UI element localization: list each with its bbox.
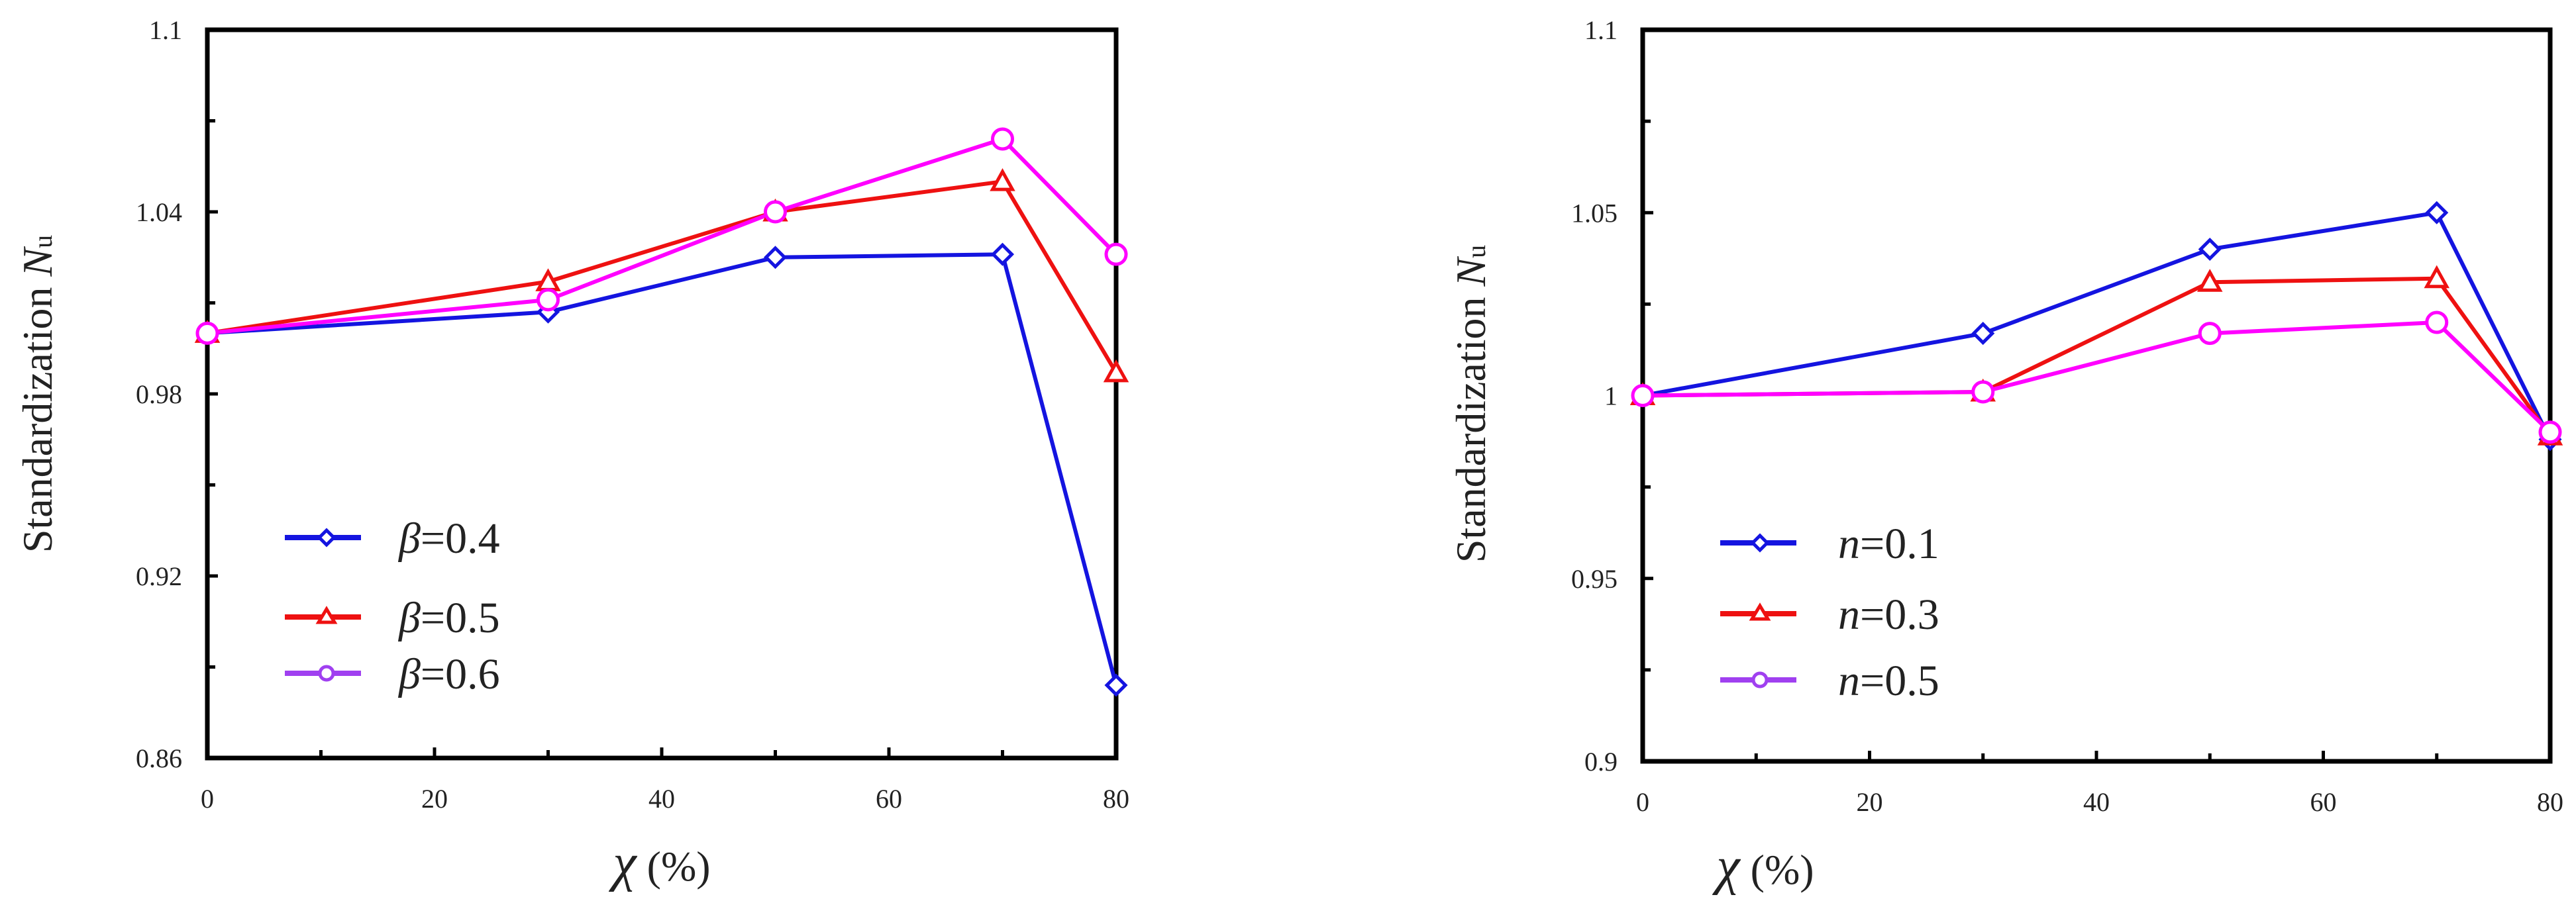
legend-diamond-marker <box>317 528 336 547</box>
data-point-circle <box>195 321 219 345</box>
left-y-tick-labels: 0.86 0.92 0.98 1.04 1.1 <box>136 15 182 773</box>
data-point-circle <box>2198 322 2222 346</box>
x-tick-label: 80 <box>2537 787 2563 817</box>
legend-circle-marker <box>318 665 335 682</box>
series-line-n=0.3 <box>1642 276 2552 438</box>
legend-label: β=0.6 <box>397 650 500 698</box>
data-point-diamond <box>763 246 788 269</box>
right-legend-item-n-0-3: n=0.3 <box>1720 591 1939 639</box>
right-legend-item-n-0-1: n=0.1 <box>1720 520 1939 568</box>
left-y-axis-title: Standardization Nu <box>14 235 61 553</box>
left-series-lines <box>207 137 1118 686</box>
x-tick-label: 80 <box>1103 784 1129 814</box>
legend-label: n=0.1 <box>1838 520 1939 568</box>
y-tick-label: 1.04 <box>136 197 182 227</box>
legend-label: n=0.3 <box>1838 591 1939 639</box>
right-x-tick-labels: 0 20 40 60 80 <box>1636 787 2563 817</box>
data-point-circle <box>2425 310 2449 334</box>
legend-label: β=0.4 <box>397 514 500 563</box>
legend-triangle-marker <box>1749 602 1771 621</box>
right-y-axis-title: Standardization Nu <box>1447 245 1494 563</box>
data-point-circle <box>537 288 560 312</box>
right-series-markers <box>1629 201 2563 452</box>
x-tick-label: 0 <box>201 784 214 814</box>
data-point-circle <box>2538 420 2562 444</box>
legend-triangle-marker <box>315 606 338 624</box>
x-tick-label: 40 <box>648 784 675 814</box>
data-point-diamond <box>1104 673 1128 697</box>
x-tick-label: 60 <box>2310 787 2337 817</box>
legend-label: n=0.5 <box>1838 657 1939 705</box>
left-chart: 0.86 0.92 0.98 1.04 1.1 0 20 40 60 80 Standardiz… <box>14 15 1129 892</box>
data-point-triangle <box>1103 359 1129 383</box>
left-plot-frame <box>205 27 1119 761</box>
series-line-n=0.1 <box>1642 211 2552 441</box>
data-point-triangle <box>990 168 1015 191</box>
y-tick-label: 1.1 <box>1584 15 1618 45</box>
right-chart: 0.9 0.95 1 1.05 1.1 0 20 40 60 80 Standardizatio… <box>1447 15 2563 896</box>
y-tick-label: 0.92 <box>136 561 182 591</box>
data-point-circle <box>1631 384 1655 407</box>
y-tick-label: 0.98 <box>136 379 182 409</box>
left-series-markers <box>194 127 1129 697</box>
right-legend: n=0.1 n=0.3 n=0.5 <box>1720 520 1939 705</box>
x-tick-label: 20 <box>421 784 448 814</box>
left-legend-item-beta-0-5: β=0.5 <box>285 594 500 642</box>
legend-label: β=0.5 <box>397 594 500 642</box>
y-tick-label: 1.1 <box>149 15 182 45</box>
data-point-diamond <box>2198 237 2222 261</box>
data-point-diamond <box>990 242 1015 266</box>
right-series-lines <box>1642 211 2552 441</box>
y-tick-label: 0.95 <box>1571 564 1618 594</box>
data-point-triangle <box>2424 265 2449 289</box>
right-x-axis-title: χ (%) <box>1712 837 1814 896</box>
legend-diamond-marker <box>1750 533 1770 553</box>
data-point-circle <box>1971 380 1995 404</box>
y-tick-label: 1 <box>1604 381 1618 411</box>
x-tick-label: 0 <box>1636 787 1649 817</box>
series-line-β=0.6 <box>207 137 1118 336</box>
series-line-β=0.5 <box>207 179 1118 374</box>
data-point-diamond <box>1971 322 1995 346</box>
y-tick-label: 0.9 <box>1584 747 1618 777</box>
x-tick-label: 60 <box>876 784 902 814</box>
right-legend-item-n-0-5: n=0.5 <box>1720 657 1939 705</box>
data-point-circle <box>764 200 787 224</box>
y-tick-label: 1.05 <box>1571 198 1618 228</box>
right-y-tick-labels: 0.9 0.95 1 1.05 1.1 <box>1571 15 1618 777</box>
data-point-triangle <box>2197 269 2223 292</box>
left-legend-item-beta-0-4: β=0.4 <box>285 514 500 563</box>
x-tick-label: 40 <box>2083 787 2110 817</box>
left-legend: β=0.4 β=0.5 β=0.6 <box>285 514 500 698</box>
legend-circle-marker <box>1751 671 1769 689</box>
data-point-diamond <box>2425 201 2449 224</box>
data-point-circle <box>991 127 1014 151</box>
left-x-tick-labels: 0 20 40 60 80 <box>201 784 1129 814</box>
data-point-circle <box>1104 242 1128 266</box>
left-tick-marks <box>205 28 1118 760</box>
y-tick-label: 0.86 <box>136 743 182 773</box>
x-tick-label: 20 <box>1857 787 1883 817</box>
left-x-axis-title: χ (%) <box>608 834 710 892</box>
left-legend-item-beta-0-6: β=0.6 <box>285 650 500 698</box>
